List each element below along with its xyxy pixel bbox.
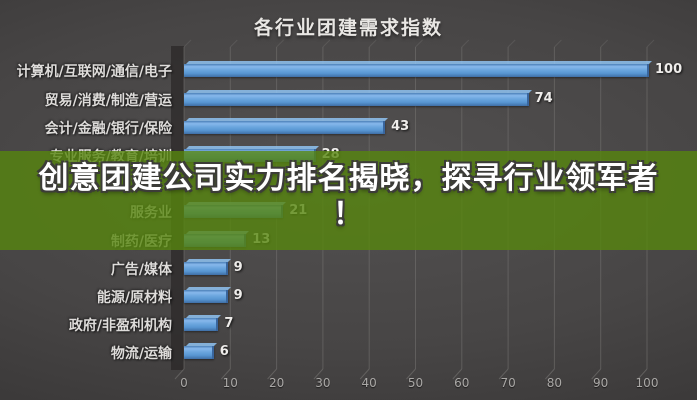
bar xyxy=(184,64,649,78)
banner-headline-line2: ！ xyxy=(333,197,364,232)
chart-row: 广告/媒体 9 xyxy=(0,259,697,278)
bar xyxy=(184,120,386,134)
value-label: 9 xyxy=(233,259,243,275)
bar xyxy=(184,346,214,360)
x-tick-label: 100 xyxy=(635,376,659,390)
value-label: 100 xyxy=(655,62,683,78)
chart-row: 政府/非盈利机构 7 xyxy=(0,316,697,335)
x-tick-label: 10 xyxy=(222,376,238,390)
chart-row: 贸易/消费/制造/营运 74 xyxy=(0,90,697,109)
chart-row: 物流/运输 6 xyxy=(0,344,697,363)
category-label: 贸易/消费/制造/营运 xyxy=(44,92,172,109)
x-tick-label: 30 xyxy=(315,376,331,390)
x-tick-label: 90 xyxy=(593,376,609,390)
x-tick-label: 60 xyxy=(454,376,470,390)
x-tick-label: 50 xyxy=(407,376,424,390)
chart-row: 计算机/互联网/通信/电子 100 xyxy=(0,62,697,81)
bar xyxy=(184,261,228,275)
x-tick-label: 0 xyxy=(180,376,188,390)
bar xyxy=(184,289,228,303)
chart-row: 能源/原材料 9 xyxy=(0,287,697,306)
chart-title: 各行业团建需求指数 xyxy=(253,17,443,39)
value-label: 6 xyxy=(219,344,229,360)
value-label: 43 xyxy=(391,118,410,134)
bar xyxy=(184,92,529,106)
value-label: 7 xyxy=(224,316,234,332)
chart-row: 会计/金融/银行/保险 43 xyxy=(0,118,697,137)
category-label: 物流/运输 xyxy=(110,346,172,363)
x-tick-label: 80 xyxy=(546,376,563,390)
banner-headline-line1: 创意团建公司实力排名揭晓，探寻行业领军者 xyxy=(38,161,659,196)
banner-headline: 创意团建公司实力排名揭晓，探寻行业领军者 ！ xyxy=(0,161,697,233)
x-tick-label: 40 xyxy=(361,376,377,390)
overlay-banner: 创意团建公司实力排名揭晓，探寻行业领军者 ！ xyxy=(0,151,697,250)
value-label: 9 xyxy=(233,287,243,303)
category-label: 政府/非盈利机构 xyxy=(68,318,172,335)
category-label: 能源/原材料 xyxy=(96,289,172,306)
bar xyxy=(184,318,219,332)
category-label: 广告/媒体 xyxy=(110,261,172,278)
value-label: 74 xyxy=(534,90,553,106)
x-tick-label: 20 xyxy=(268,376,285,390)
category-label: 会计/金融/银行/保险 xyxy=(44,120,172,137)
category-label: 计算机/互联网/通信/电子 xyxy=(16,64,172,81)
x-tick-label: 70 xyxy=(500,376,516,390)
